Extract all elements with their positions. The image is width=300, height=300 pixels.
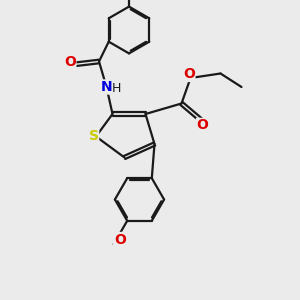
Text: H: H <box>111 82 121 95</box>
Text: S: S <box>88 130 99 143</box>
Text: O: O <box>64 55 76 68</box>
Text: O: O <box>114 232 126 247</box>
Text: N: N <box>101 80 112 94</box>
Text: O: O <box>183 68 195 81</box>
Text: O: O <box>196 118 208 132</box>
